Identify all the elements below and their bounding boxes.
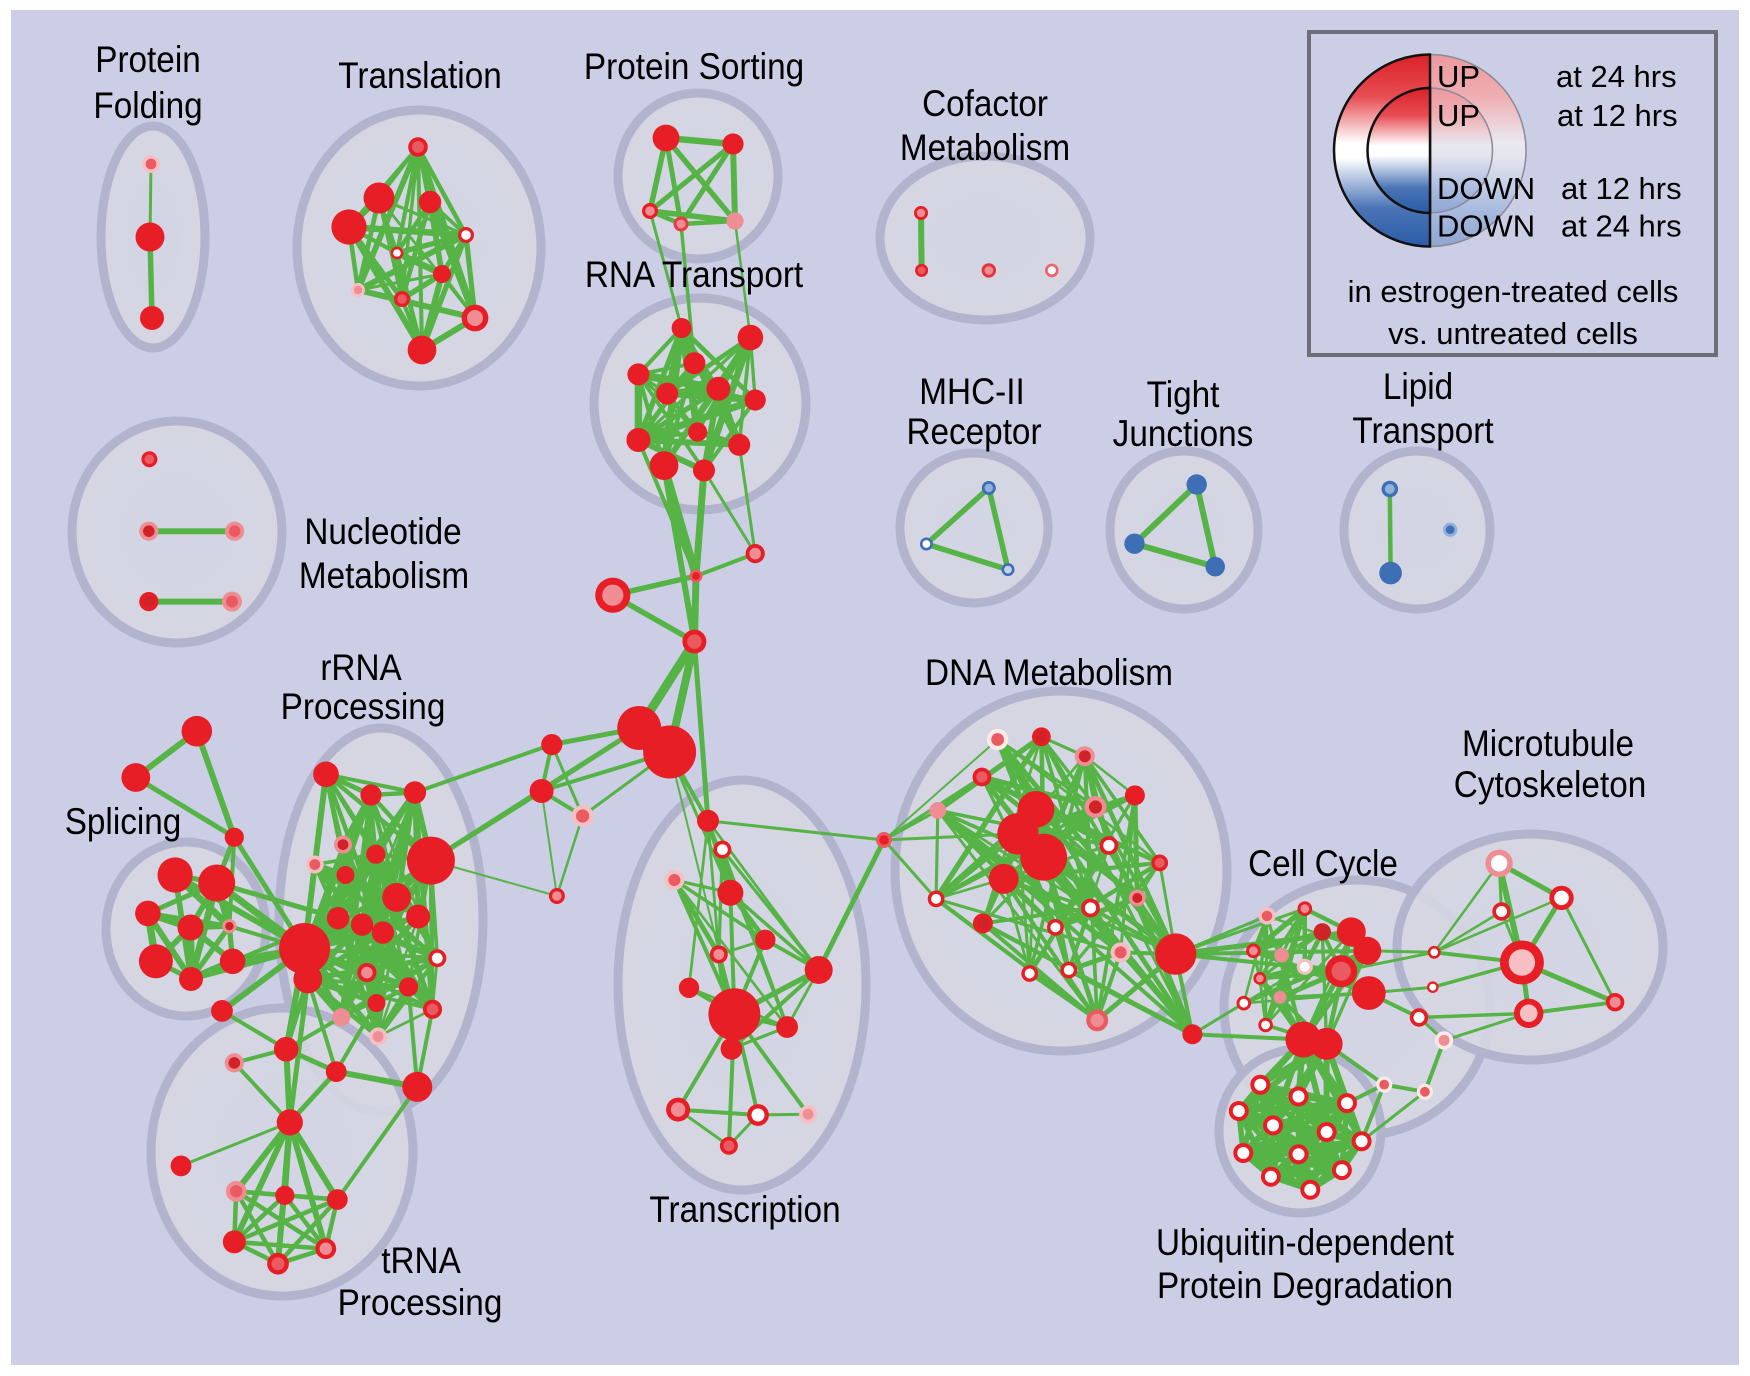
svg-text:DOWN: DOWN: [1437, 209, 1535, 244]
svg-text:rRNA: rRNA: [320, 647, 402, 688]
svg-text:Junctions: Junctions: [1113, 413, 1254, 454]
svg-text:Transport: Transport: [1352, 410, 1493, 451]
svg-text:Metabolism: Metabolism: [299, 555, 469, 596]
svg-text:Microtubule: Microtubule: [1462, 723, 1634, 764]
svg-text:MHC-II: MHC-II: [919, 371, 1024, 412]
svg-text:at 12 hrs: at 12 hrs: [1561, 171, 1682, 206]
svg-text:Receptor: Receptor: [906, 411, 1041, 452]
svg-text:Splicing: Splicing: [65, 801, 182, 842]
svg-text:UP: UP: [1437, 98, 1480, 133]
svg-text:Lipid: Lipid: [1383, 366, 1453, 407]
svg-text:Metabolism: Metabolism: [900, 127, 1070, 168]
svg-text:Folding: Folding: [93, 85, 202, 126]
svg-text:Protein Degradation: Protein Degradation: [1157, 1265, 1453, 1306]
svg-text:RNA Transport: RNA Transport: [585, 254, 804, 295]
svg-text:Protein Sorting: Protein Sorting: [584, 46, 804, 87]
svg-text:UP: UP: [1437, 59, 1480, 94]
svg-text:Nucleotide: Nucleotide: [304, 511, 461, 552]
svg-text:Processing: Processing: [281, 686, 446, 727]
svg-text:Translation: Translation: [338, 55, 501, 96]
svg-text:Protein: Protein: [95, 39, 200, 80]
svg-text:Processing: Processing: [338, 1282, 503, 1323]
svg-text:Cytoskeleton: Cytoskeleton: [1454, 764, 1646, 805]
svg-text:at 24 hrs: at 24 hrs: [1556, 59, 1677, 94]
svg-text:at 12 hrs: at 12 hrs: [1557, 98, 1678, 133]
svg-text:DNA Metabolism: DNA Metabolism: [925, 652, 1173, 693]
svg-text:Ubiquitin-dependent: Ubiquitin-dependent: [1156, 1222, 1454, 1263]
svg-text:tRNA: tRNA: [381, 1240, 461, 1281]
svg-text:Transcription: Transcription: [649, 1189, 840, 1230]
svg-text:at 24 hrs: at 24 hrs: [1561, 209, 1682, 244]
svg-text:vs. untreated cells: vs. untreated cells: [1388, 316, 1638, 351]
svg-text:Cofactor: Cofactor: [922, 83, 1048, 124]
svg-text:Cell Cycle: Cell Cycle: [1248, 843, 1398, 884]
svg-text:Tight: Tight: [1147, 374, 1220, 415]
svg-text:in estrogen-treated cells: in estrogen-treated cells: [1348, 274, 1679, 309]
svg-text:DOWN: DOWN: [1437, 171, 1535, 206]
